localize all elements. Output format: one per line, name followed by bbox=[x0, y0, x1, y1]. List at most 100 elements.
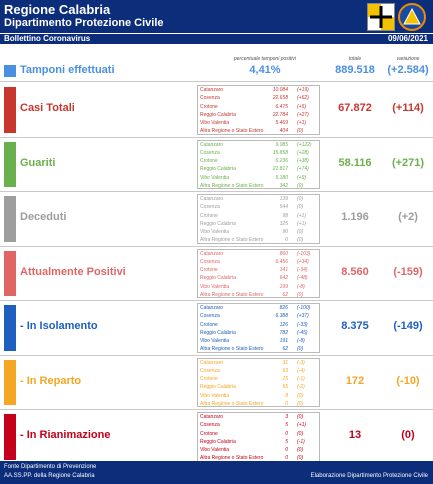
province-count: 98 bbox=[282, 212, 288, 219]
province-name: Cosenza bbox=[200, 313, 220, 320]
province-name: Altra Regione o Stato Estero bbox=[200, 182, 264, 189]
province-variation: (+1) bbox=[297, 120, 307, 127]
province-name: Crotone bbox=[200, 158, 218, 165]
province-count: 860 bbox=[279, 250, 288, 257]
province-count: 126 bbox=[279, 321, 288, 328]
province-name: Reggio Calabria bbox=[200, 329, 236, 336]
section-variation: (-159) bbox=[393, 265, 423, 278]
province-count: 10.084 bbox=[272, 87, 288, 93]
province-name: Altra Regione o Stato Estero bbox=[200, 455, 264, 462]
province-box bbox=[197, 412, 320, 462]
province-variation: (0) bbox=[297, 346, 304, 353]
header: Regione Calabria Dipartimento Protezione… bbox=[0, 0, 433, 33]
section-6: - In Rianimazione Catanzaro Cosenza Crotone… bbox=[0, 410, 433, 465]
tamponi-variation: (+2.584) bbox=[387, 64, 429, 76]
province-variation: (-100) bbox=[297, 305, 311, 311]
section-total: 13 bbox=[348, 429, 362, 442]
province-box bbox=[197, 248, 320, 298]
province-variation: (0) bbox=[297, 229, 304, 236]
province-variation: (0) bbox=[297, 291, 304, 298]
province-name: Altra Regione o Stato Estero bbox=[200, 346, 264, 353]
province-variation: (0) bbox=[297, 392, 304, 399]
province-name: Vibo Valentia bbox=[200, 447, 230, 454]
province-variation: (+5) bbox=[297, 103, 307, 110]
province-count: 342 bbox=[279, 182, 288, 189]
province-value-row: 10.084 (+19) bbox=[258, 86, 318, 94]
province-name: Catanzaro bbox=[200, 305, 224, 311]
province-list: Catanzaro Cosenza Crotone Reggio Calabria Vi… bbox=[200, 86, 263, 136]
province-name: Vibo Valentia bbox=[200, 283, 230, 290]
province-value-row: 642 (-48) bbox=[258, 274, 318, 282]
province-count: 8 bbox=[285, 392, 288, 399]
province-value-row: 8 (0) bbox=[258, 392, 318, 400]
province-name: Cosenza bbox=[200, 422, 220, 429]
province-count: 6.475 bbox=[275, 103, 288, 110]
bulletin-bar: Bollettino Coronavirus 09/06/2021 bbox=[0, 34, 433, 44]
province-count: 6.456 bbox=[275, 258, 288, 265]
section-label: - In Reparto bbox=[20, 374, 82, 387]
tamponi-total: 889.518 bbox=[335, 64, 375, 76]
province-name: Crotone bbox=[200, 430, 218, 437]
province-name: Reggio Calabria bbox=[200, 220, 236, 227]
province-name: Reggio Calabria bbox=[200, 111, 236, 118]
section-variation: (-149) bbox=[393, 320, 423, 333]
section-variation: (+114) bbox=[392, 102, 424, 115]
province-name: Reggio Calabria bbox=[200, 438, 236, 445]
province-value-row: 55 (-2) bbox=[258, 383, 318, 391]
province-variation: (0) bbox=[297, 414, 304, 420]
province-count: 544 bbox=[279, 204, 288, 211]
province-name: Altra Regione o Stato Estero bbox=[200, 400, 264, 407]
province-name: Crotone bbox=[200, 376, 218, 383]
section-label: Guariti bbox=[20, 156, 56, 169]
section-total: 8.560 bbox=[341, 265, 369, 278]
province-variation: (+9) bbox=[297, 174, 307, 181]
regione-logo-icon bbox=[367, 3, 395, 31]
province-variation: (0) bbox=[297, 400, 304, 407]
province-value-row: 31 (-3) bbox=[258, 359, 318, 367]
section-label: - In Rianimazione bbox=[20, 429, 111, 442]
province-name: Altra Regione o Stato Estero bbox=[200, 237, 264, 244]
province-count: 62 bbox=[282, 291, 288, 298]
province-variation: (+28) bbox=[297, 149, 309, 156]
province-name: Reggio Calabria bbox=[200, 166, 236, 173]
province-values: 10.084 (+19) 22.658 (+62) 6.475 (+5) 22.784 (+2… bbox=[258, 86, 318, 136]
province-name: Catanzaro bbox=[200, 196, 224, 202]
province-value-row: 3 (0) bbox=[258, 413, 318, 421]
province-value-row: 15.858 (+28) bbox=[258, 149, 318, 157]
province-count: 0 bbox=[285, 430, 288, 437]
footer-source-2: AA.SS.PP. della Regione Calabria bbox=[4, 473, 95, 479]
province-name: Catanzaro bbox=[200, 141, 224, 148]
province-value-row: 5 (+1) bbox=[258, 421, 318, 429]
section-total: 8.375 bbox=[341, 320, 369, 333]
section-variation: (+271) bbox=[391, 156, 425, 169]
section-0: Casi Totali Catanzaro Cosenza Crotone Reggio… bbox=[0, 83, 433, 138]
province-value-row: 0 (0) bbox=[258, 236, 318, 244]
section-5: - In Reparto Catanzaro Cosenza Crotone Reggi… bbox=[0, 356, 433, 410]
footer-credit: Elaborazione Dipartimento Protezione Civ… bbox=[310, 473, 428, 479]
province-value-row: 22.784 (+27) bbox=[258, 111, 318, 119]
province-name: Crotone bbox=[200, 212, 218, 219]
section-4: - In Isolamento Catanzaro Cosenza Crotone Re… bbox=[0, 301, 433, 356]
province-count: 21.817 bbox=[272, 166, 288, 173]
province-value-row: 0 (0) bbox=[258, 400, 318, 408]
section-label: - In Isolamento bbox=[20, 320, 98, 333]
province-variation: (+34) bbox=[297, 258, 309, 265]
footer: Fonte Dipartimento di Prevenzione AA.SS.… bbox=[0, 461, 433, 484]
tamponi-stripe bbox=[4, 65, 16, 77]
province-count: 9.085 bbox=[275, 141, 288, 148]
province-name: Catanzaro bbox=[200, 359, 224, 366]
province-count: 15 bbox=[282, 376, 288, 383]
province-values: 9.085 (+122) 15.858 (+28) 6.236 (+38) 21.817 (+… bbox=[258, 141, 318, 191]
province-variation: (+37) bbox=[297, 313, 309, 320]
province-count: 139 bbox=[279, 196, 288, 202]
province-variation: (+122) bbox=[297, 141, 312, 148]
province-box bbox=[197, 303, 320, 353]
province-count: 325 bbox=[279, 220, 288, 227]
province-count: 6.236 bbox=[275, 158, 288, 165]
province-name: Cosenza bbox=[200, 367, 220, 374]
province-variation: (0) bbox=[297, 196, 304, 202]
province-variation: (-1) bbox=[297, 438, 305, 445]
province-variation: (-2) bbox=[297, 384, 305, 391]
province-count: 3 bbox=[285, 414, 288, 420]
province-name: Cosenza bbox=[200, 204, 220, 211]
